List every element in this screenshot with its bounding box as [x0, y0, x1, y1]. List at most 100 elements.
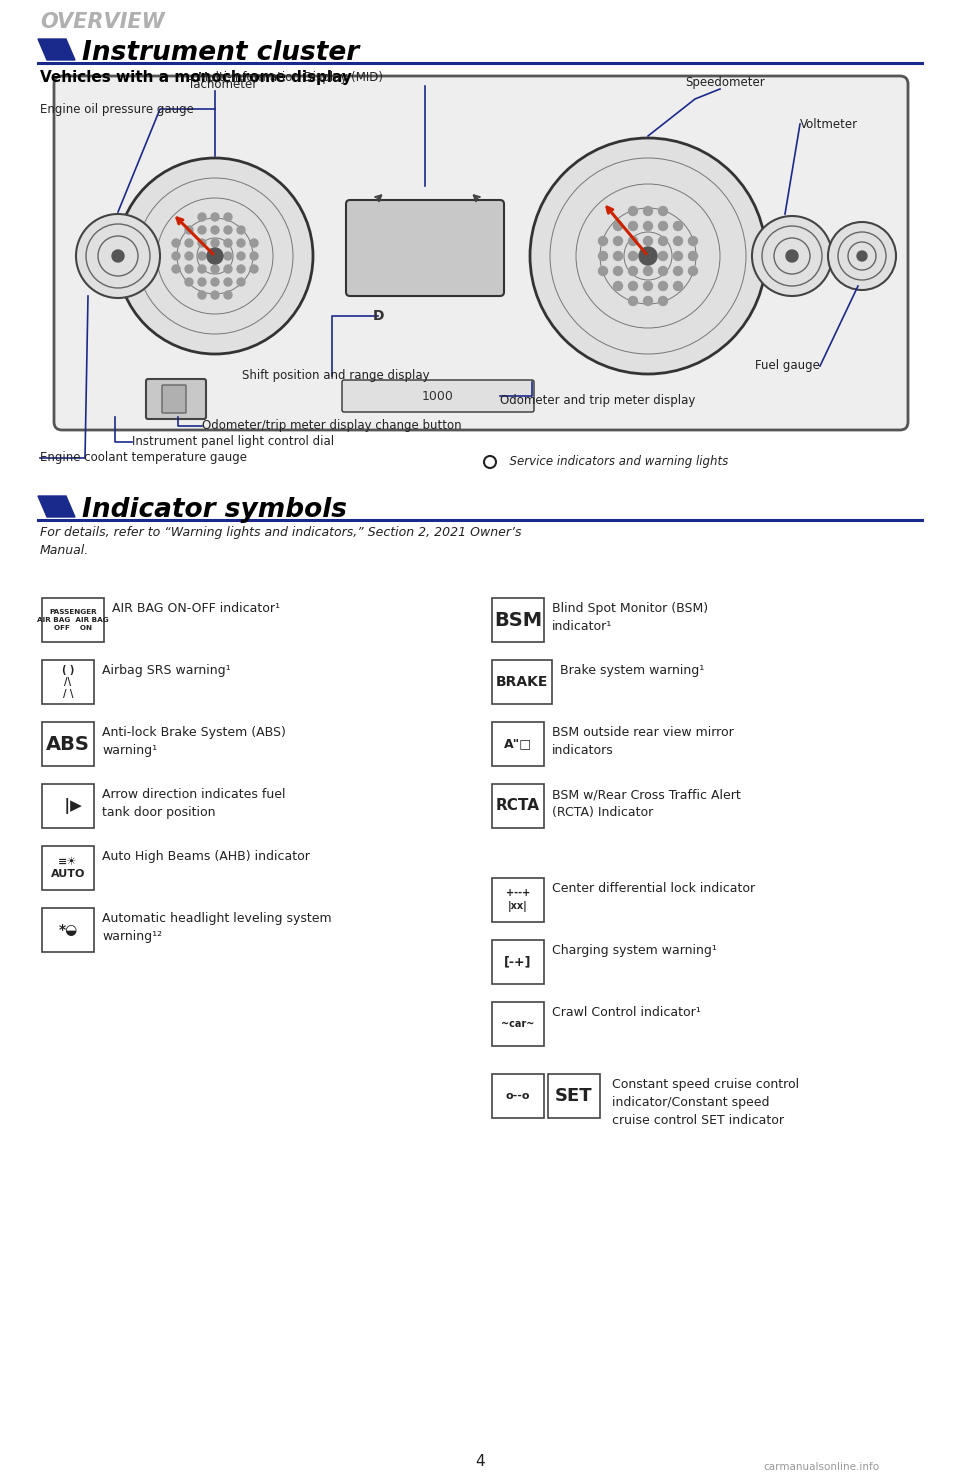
Circle shape: [237, 278, 245, 286]
Circle shape: [207, 248, 223, 264]
Circle shape: [211, 278, 219, 286]
Text: Voltmeter: Voltmeter: [800, 117, 858, 131]
Circle shape: [629, 267, 637, 276]
FancyBboxPatch shape: [548, 1074, 600, 1117]
Circle shape: [613, 267, 622, 276]
Circle shape: [629, 297, 637, 306]
Circle shape: [211, 252, 219, 260]
Polygon shape: [38, 496, 75, 516]
Text: ABS: ABS: [46, 735, 90, 754]
Text: carmanualsonline.info: carmanualsonline.info: [764, 1462, 880, 1472]
Circle shape: [185, 278, 193, 286]
Circle shape: [237, 226, 245, 234]
Circle shape: [224, 252, 232, 260]
FancyBboxPatch shape: [492, 879, 544, 922]
Text: A"□: A"□: [504, 738, 532, 751]
Text: Airbag SRS warning¹: Airbag SRS warning¹: [102, 663, 230, 677]
Circle shape: [172, 239, 180, 246]
FancyBboxPatch shape: [492, 723, 544, 766]
Circle shape: [629, 282, 637, 291]
Circle shape: [198, 278, 206, 286]
Circle shape: [117, 157, 313, 355]
Text: Fuel gauge: Fuel gauge: [755, 359, 820, 372]
Circle shape: [224, 291, 232, 298]
Text: ≡☀
AUTO: ≡☀ AUTO: [51, 856, 85, 879]
Circle shape: [224, 266, 232, 273]
Circle shape: [250, 266, 258, 273]
Text: Shift position and range display: Shift position and range display: [242, 370, 430, 383]
FancyBboxPatch shape: [492, 939, 544, 984]
Circle shape: [211, 214, 219, 221]
Circle shape: [629, 221, 637, 230]
Text: PASSENGER
AIR BAG  AIR BAG
OFF    ON: PASSENGER AIR BAG AIR BAG OFF ON: [37, 610, 108, 631]
FancyBboxPatch shape: [42, 908, 94, 953]
FancyBboxPatch shape: [146, 378, 206, 418]
Text: BSM w/Rear Cross Traffic Alert
(RCTA) Indicator: BSM w/Rear Cross Traffic Alert (RCTA) In…: [552, 788, 741, 819]
Circle shape: [674, 282, 683, 291]
FancyBboxPatch shape: [162, 384, 186, 413]
Circle shape: [643, 282, 653, 291]
Circle shape: [643, 267, 653, 276]
Circle shape: [224, 214, 232, 221]
Circle shape: [211, 266, 219, 273]
Circle shape: [643, 221, 653, 230]
Circle shape: [211, 239, 219, 246]
Circle shape: [198, 291, 206, 298]
Circle shape: [237, 239, 245, 246]
Circle shape: [530, 138, 766, 374]
FancyBboxPatch shape: [492, 784, 544, 828]
Circle shape: [659, 221, 667, 230]
Text: Instrument cluster: Instrument cluster: [82, 40, 359, 65]
Circle shape: [643, 206, 653, 215]
Text: Center differential lock indicator: Center differential lock indicator: [552, 881, 756, 895]
FancyBboxPatch shape: [342, 380, 534, 413]
Text: Brake system warning¹: Brake system warning¹: [560, 663, 705, 677]
Text: BSM outside rear view mirror
indicators: BSM outside rear view mirror indicators: [552, 726, 733, 757]
FancyBboxPatch shape: [42, 723, 94, 766]
Circle shape: [659, 282, 667, 291]
Circle shape: [598, 267, 608, 276]
Circle shape: [211, 291, 219, 298]
Circle shape: [112, 249, 124, 263]
Circle shape: [659, 267, 667, 276]
Circle shape: [185, 226, 193, 234]
Circle shape: [224, 278, 232, 286]
Text: Constant speed cruise control
indicator/Constant speed
cruise control SET indica: Constant speed cruise control indicator/…: [612, 1077, 799, 1126]
Text: Speedometer: Speedometer: [685, 76, 765, 89]
Circle shape: [613, 221, 622, 230]
Text: BSM: BSM: [494, 610, 542, 629]
Circle shape: [198, 252, 206, 260]
Text: |▶: |▶: [54, 798, 82, 815]
FancyBboxPatch shape: [42, 660, 94, 703]
Circle shape: [598, 236, 608, 245]
Text: Crawl Control indicator¹: Crawl Control indicator¹: [552, 1006, 701, 1020]
Circle shape: [198, 226, 206, 234]
Circle shape: [250, 252, 258, 260]
Circle shape: [598, 251, 608, 261]
Circle shape: [250, 239, 258, 246]
FancyBboxPatch shape: [42, 598, 104, 643]
Text: Blind Spot Monitor (BSM)
indicator¹: Blind Spot Monitor (BSM) indicator¹: [552, 603, 708, 634]
Circle shape: [224, 226, 232, 234]
Circle shape: [237, 252, 245, 260]
Circle shape: [688, 267, 698, 276]
Circle shape: [674, 236, 683, 245]
Polygon shape: [38, 39, 75, 59]
Circle shape: [674, 221, 683, 230]
Text: Indicator symbols: Indicator symbols: [82, 497, 347, 522]
FancyBboxPatch shape: [492, 660, 552, 703]
Circle shape: [688, 236, 698, 245]
Circle shape: [674, 267, 683, 276]
FancyBboxPatch shape: [346, 200, 504, 295]
Circle shape: [659, 251, 667, 261]
Text: Multi-Information Display (MID): Multi-Information Display (MID): [198, 71, 382, 85]
Circle shape: [198, 266, 206, 273]
Circle shape: [643, 251, 653, 261]
Circle shape: [613, 282, 622, 291]
FancyBboxPatch shape: [54, 76, 908, 430]
Text: RCTA: RCTA: [496, 798, 540, 813]
Circle shape: [224, 239, 232, 246]
Text: o--o: o--o: [506, 1091, 530, 1101]
FancyBboxPatch shape: [42, 846, 94, 890]
Text: 4: 4: [475, 1454, 485, 1469]
